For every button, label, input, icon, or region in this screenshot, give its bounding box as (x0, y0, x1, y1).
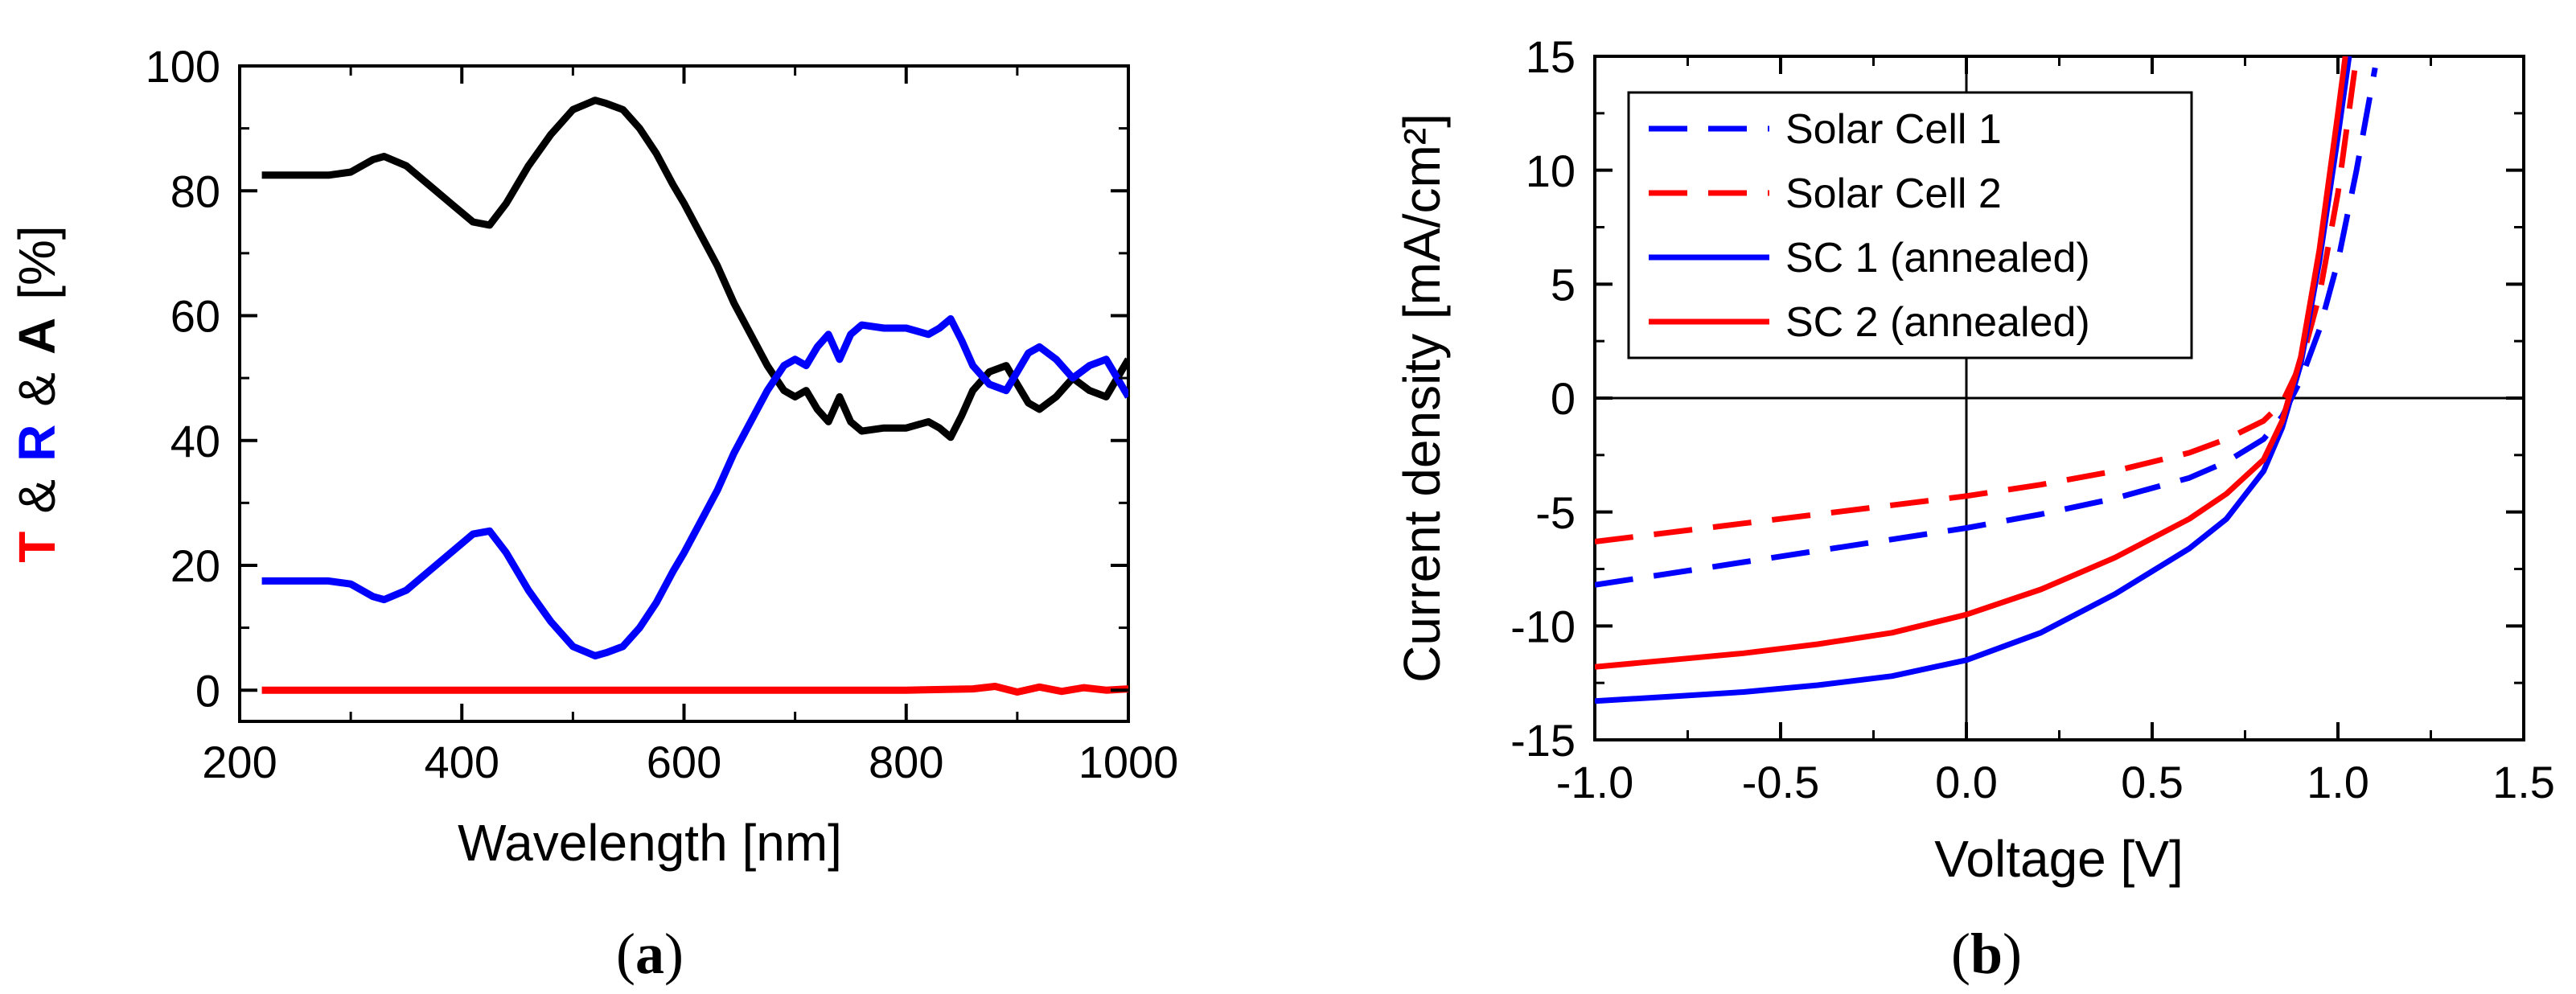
panel-b-x-axis-title: Voltage [V] (1934, 830, 2184, 888)
panel-b-y-axis-title: Current density [mA/cm²] (1393, 113, 1451, 683)
panel-a-y-axis-title-part: [%] (8, 225, 66, 299)
panel-a-series-group (261, 97, 1128, 696)
panel-a-x-axis-title: Wavelength [nm] (458, 814, 842, 872)
panel-b-series-line-0 (1595, 67, 2378, 588)
panel-b-y-tick-label: -5 (1535, 487, 1576, 538)
panel-b-label-letter: b (1970, 922, 2003, 986)
panel-b-x-tick-label: -0.5 (1742, 757, 1820, 807)
panel-b-x-tick-label: 0.5 (2121, 757, 2184, 807)
panel-a-y-axis-title-part: & (8, 372, 66, 407)
panel-b-y-tick-label: 15 (1526, 31, 1576, 82)
panel-b-series-group (1595, 56, 2378, 704)
panel-a-y-tick-label: 80 (171, 166, 220, 216)
panel-b-x-tick-label: 1.0 (2307, 757, 2369, 807)
panel-a-x-tick-label: 600 (647, 737, 721, 787)
panel-a-x-tick-label: 400 (425, 737, 499, 787)
panel-b-y-tick-label: 0 (1551, 373, 1576, 424)
panel-a-series-line-0 (261, 97, 1128, 442)
panel-b-series-line-3 (1595, 56, 2348, 670)
panel-a-y-tick-label: 40 (171, 416, 220, 466)
panel-a-label-letter: a (635, 922, 664, 986)
panel-b-series-line-1 (1595, 56, 2360, 544)
panel-b-x-tick-label: 1.5 (2492, 757, 2555, 807)
panel-b-legend-label: SC 1 (annealed) (1785, 235, 2090, 281)
panel-b-x-tick-label: -1.0 (1556, 757, 1634, 807)
panel-a-series-line-1 (261, 314, 1128, 659)
panel-a-y-axis-title-part: R (8, 425, 66, 462)
panel-b-legend-box (1627, 91, 2193, 359)
panel-a-x-tick-label: 200 (202, 737, 277, 787)
panel-a-plot-frame (238, 64, 1130, 723)
panel-b-label: (b) (1951, 922, 2022, 986)
panel-b-x-tick-label: 0.0 (1935, 757, 1998, 807)
panel-a-x-tick-label: 1000 (1078, 737, 1179, 787)
panel-a-y-axis-title-part: & (8, 479, 66, 514)
panel-a-y-tick-label: 60 (171, 291, 220, 342)
panel-a-y-tick-label: 20 (171, 540, 220, 591)
panel-a-series-line-2 (261, 683, 1128, 696)
panel-a-y-axis-title: T & R & A [%] (8, 225, 66, 562)
panel-b-legend-label: SC 2 (annealed) (1785, 299, 2090, 346)
panel-b-chart: -1.0 -0.5 0.0 0.5 1.0 1.5 -15 -10 -5 0 5 10 15 Sola… (1393, 31, 2555, 986)
panel-a-y-ticks: 0 20 40 60 80 100 (146, 41, 1128, 716)
panel-b-legend-label: Solar Cell 1 (1785, 106, 2002, 153)
panel-b-y-ticks: -15 -10 -5 0 5 10 15 (1510, 31, 2524, 766)
panel-b-y-tick-label: 10 (1526, 146, 1576, 196)
panel-a-y-tick-label: 100 (146, 41, 220, 92)
panel-a-y-axis-title-part: T (8, 532, 66, 563)
panel-a-y-axis-title-part: A (8, 318, 66, 355)
panel-b-x-ticks: -1.0 -0.5 0.0 0.5 1.0 1.5 (1556, 56, 2555, 807)
panel-a-y-tick-label: 0 (195, 665, 220, 716)
panel-a-label: (a) (616, 922, 684, 986)
panel-a-chart: 200 400 600 800 1000 0 20 40 60 80 100 Wavelength… (8, 41, 1178, 986)
panel-b-legend: Solar Cell 1 Solar Cell 2 SC 1 (annealed) S… (1627, 91, 2193, 359)
panel-b-y-tick-label: -15 (1510, 715, 1576, 766)
panel-a-x-ticks: 200 400 600 800 1000 (202, 66, 1178, 787)
panel-b-y-tick-label: -10 (1510, 601, 1576, 651)
panel-b-y-tick-label: 5 (1551, 259, 1576, 310)
panel-b-legend-label: Solar Cell 2 (1785, 170, 2002, 217)
panel-a-x-tick-label: 800 (869, 737, 943, 787)
